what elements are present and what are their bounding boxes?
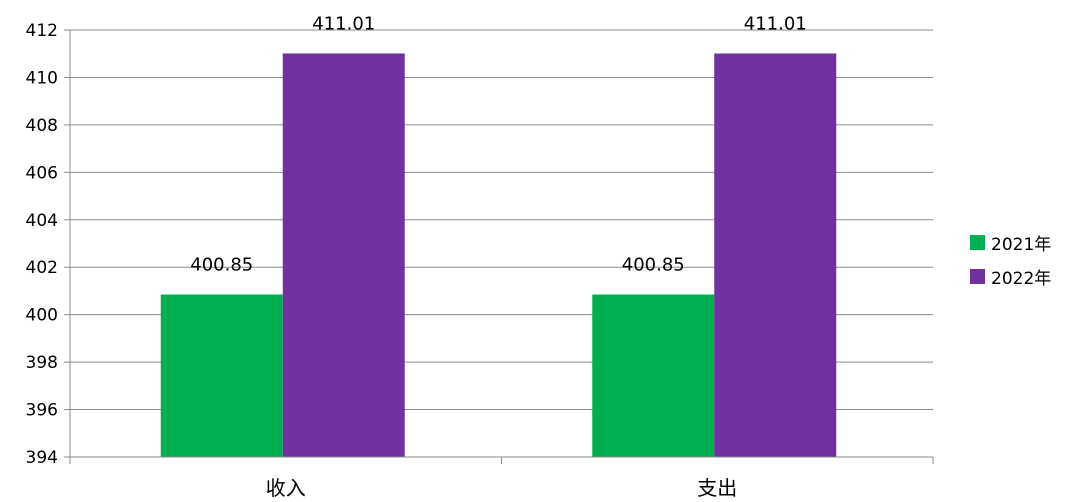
legend-label-2021: 2021年	[991, 234, 1052, 255]
bar-2021-0	[160, 294, 283, 457]
y-tick-label: 402	[26, 258, 58, 278]
legend-item-2022: 2022年	[970, 264, 1052, 289]
y-tick-label: 404	[26, 211, 58, 231]
data-label: 411.01	[312, 13, 375, 34]
bar-2022-0	[282, 53, 405, 458]
y-tick-label: 406	[26, 163, 58, 183]
y-tick-label: 394	[26, 448, 58, 468]
legend-swatch-2022	[970, 268, 985, 284]
y-tick-label: 412	[26, 21, 58, 41]
data-label: 411.01	[744, 13, 807, 34]
y-axis-ticks: 394 396 398 400 402 404 406 408 410 412	[26, 21, 58, 468]
data-label: 400.85	[622, 255, 685, 276]
category-labels: 收入 支出	[266, 476, 738, 500]
data-labels: 400.85 411.01 400.85 411.01	[190, 13, 806, 275]
axes	[69, 30, 934, 464]
bar-2021-1	[592, 294, 715, 457]
y-tick-label: 408	[26, 116, 58, 136]
y-tick-label: 398	[26, 353, 58, 373]
bar-2022-1	[714, 53, 837, 458]
bars	[160, 53, 837, 458]
y-tick-label: 410	[26, 68, 58, 88]
legend-item-2021: 2021年	[970, 230, 1052, 255]
legend-label-2022: 2022年	[991, 268, 1052, 289]
category-label: 收入	[266, 476, 306, 500]
legend-swatch-2021	[970, 234, 985, 250]
legend: 2021年 2022年	[970, 230, 1051, 298]
y-tick-label: 396	[26, 401, 58, 421]
data-label: 400.85	[190, 255, 253, 276]
y-tick-label: 400	[26, 306, 58, 326]
category-label: 支出	[697, 476, 737, 500]
